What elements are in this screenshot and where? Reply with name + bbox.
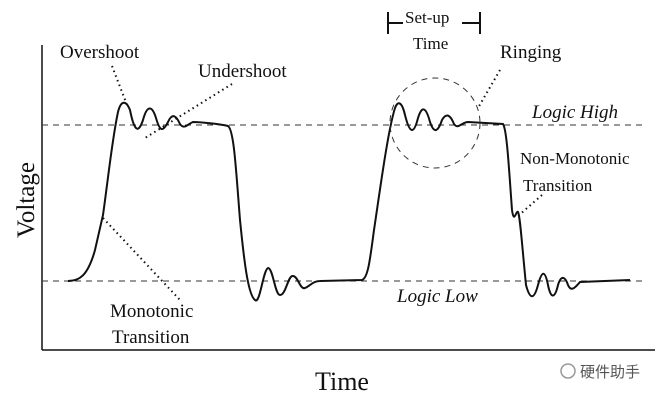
monotonic-pointer bbox=[102, 217, 181, 301]
label: Monotonic bbox=[110, 301, 193, 322]
overshoot-pointer bbox=[111, 65, 128, 106]
ringing-pointer bbox=[477, 69, 501, 109]
label: Logic High bbox=[531, 102, 618, 123]
label: Non-Monotonic bbox=[520, 149, 630, 168]
label: Logic Low bbox=[396, 286, 478, 307]
label: Time bbox=[413, 34, 448, 53]
label: Overshoot bbox=[60, 42, 140, 63]
y-axis-label: Voltage bbox=[13, 162, 40, 238]
x-axis-label: Time bbox=[315, 367, 369, 396]
ringing-circle bbox=[389, 77, 481, 169]
non-monotonic-pointer bbox=[517, 194, 543, 217]
setup-bracket bbox=[387, 12, 481, 34]
waveform bbox=[67, 101, 631, 302]
watermark: 硬件助手 bbox=[560, 363, 640, 381]
label: Undershoot bbox=[198, 61, 287, 82]
label: Transition bbox=[523, 176, 593, 195]
label: Ringing bbox=[500, 42, 562, 63]
undershoot-pointer bbox=[144, 83, 233, 139]
label: Set-up bbox=[405, 8, 449, 27]
label: Transition bbox=[112, 327, 190, 348]
watermark-text: 硬件助手 bbox=[580, 363, 640, 381]
